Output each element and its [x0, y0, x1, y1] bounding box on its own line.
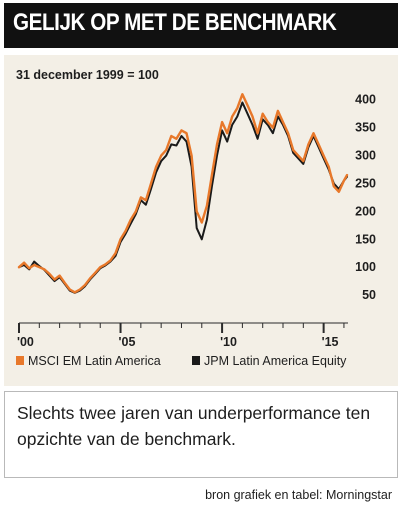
legend-label-msci: MSCI EM Latin America	[28, 354, 161, 368]
line-chart: 31 december 1999 = 100 50 100 150 200 250 300…	[16, 68, 376, 368]
legend-label-jpm: JPM Latin America Equity	[204, 354, 347, 368]
y-tick-label: 50	[362, 288, 376, 302]
series-layer	[17, 93, 349, 294]
series-line-msci	[17, 93, 349, 294]
y-axis: 50 100 150 200 250 300 350 400	[355, 93, 376, 302]
x-axis: '00 '05 '10 '15	[17, 323, 345, 349]
x-tick-label: '05	[119, 335, 136, 349]
y-tick-label: 100	[355, 260, 376, 274]
y-tick-label: 200	[355, 204, 376, 218]
chart-title: GELIJK OP MET DE BENCHMARK	[13, 9, 337, 36]
source-credit: bron grafiek en tabel: Morningstar	[205, 488, 392, 502]
y-tick-label: 250	[355, 176, 376, 190]
chart-panel: 31 december 1999 = 100 50 100 150 200 250 300…	[4, 55, 398, 386]
x-tick-label: '10	[220, 335, 237, 349]
legend-swatch-jpm	[192, 356, 200, 365]
caption-box: Slechts twee jaren van underperformance …	[4, 391, 398, 478]
y-tick-label: 350	[355, 121, 376, 135]
title-bar: GELIJK OP MET DE BENCHMARK	[4, 3, 398, 48]
legend-swatch-msci	[16, 356, 24, 365]
y-tick-label: 300	[355, 149, 376, 163]
y-tick-label: 150	[355, 232, 376, 246]
x-tick-label: '15	[322, 335, 339, 349]
caption-text: Slechts twee jaren van underperformance …	[17, 403, 371, 449]
legend: MSCI EM Latin America JPM Latin America …	[16, 354, 347, 368]
x-tick-label: '00	[17, 335, 34, 349]
y-tick-label: 400	[355, 93, 376, 107]
base-date-note: 31 december 1999 = 100	[16, 68, 159, 82]
